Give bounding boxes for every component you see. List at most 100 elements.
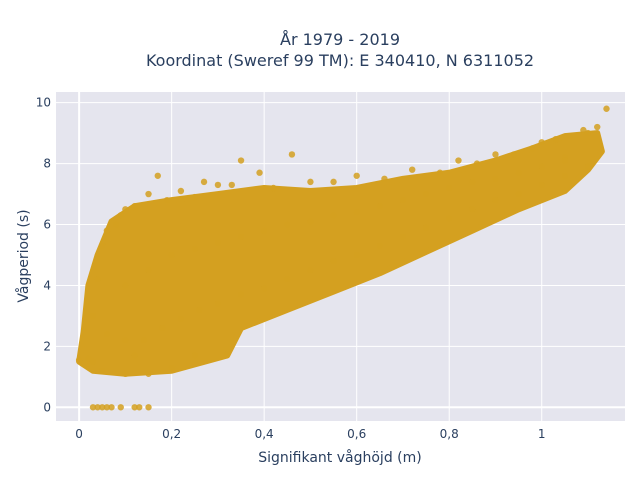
- data-point: [228, 181, 235, 189]
- data-point: [510, 151, 518, 158]
- data-point: [330, 178, 337, 186]
- data-point: [214, 239, 222, 246]
- data-point: [353, 172, 360, 179]
- data-point: [89, 404, 97, 411]
- data-point: [89, 312, 97, 320]
- data-point: [446, 184, 453, 192]
- x-tick-label: 0,2: [162, 427, 181, 441]
- data-point: [117, 212, 124, 219]
- data-point: [223, 350, 231, 358]
- y-tick-label: 6: [43, 218, 51, 232]
- data-point: [145, 370, 152, 377]
- data-point: [191, 352, 198, 359]
- data-points: [75, 105, 610, 411]
- point-cloud: [76, 130, 605, 377]
- data-point: [177, 315, 185, 323]
- data-point: [538, 181, 545, 189]
- chart-title-line2: Koordinat (Sweref 99 TM): E 340410, N 63…: [146, 51, 534, 70]
- data-point: [237, 157, 245, 164]
- data-point: [256, 169, 263, 176]
- data-point: [168, 251, 175, 259]
- data-point: [473, 160, 481, 167]
- data-point: [122, 337, 129, 344]
- data-point: [260, 227, 268, 234]
- data-point: [603, 105, 610, 112]
- data-point: [515, 169, 522, 176]
- data-point: [422, 224, 430, 231]
- data-point: [515, 190, 522, 198]
- data-point: [376, 242, 384, 250]
- y-tick-label: 8: [43, 157, 51, 171]
- data-point: [284, 221, 291, 228]
- data-point: [145, 267, 152, 274]
- data-point: [455, 157, 462, 164]
- x-tick-labels: 0 0,2 0,4 0,6 0,8 1: [75, 427, 545, 441]
- y-tick-label: 10: [36, 96, 51, 110]
- data-point: [99, 242, 106, 250]
- data-point: [307, 178, 314, 186]
- data-point: [469, 178, 476, 186]
- x-tick-label: 0: [75, 427, 83, 441]
- data-point: [145, 190, 152, 198]
- data-point: [330, 212, 337, 219]
- data-point: [237, 291, 245, 298]
- x-tick-label: 0,6: [347, 427, 366, 441]
- data-point: [492, 151, 499, 158]
- data-point: [492, 175, 499, 183]
- data-point: [140, 337, 148, 344]
- data-point: [103, 404, 111, 411]
- data-point: [163, 196, 171, 204]
- data-point: [131, 352, 138, 359]
- data-point: [168, 364, 175, 371]
- data-point: [260, 285, 268, 292]
- data-point: [122, 282, 129, 289]
- data-point: [103, 330, 111, 338]
- data-point: [108, 404, 115, 411]
- data-point: [353, 251, 360, 259]
- data-point: [75, 356, 83, 364]
- data-point: [154, 172, 161, 179]
- data-point: [561, 172, 569, 179]
- x-tick-label: 1: [538, 427, 546, 441]
- data-point: [145, 404, 152, 411]
- y-tick-label: 0: [43, 400, 51, 414]
- data-point: [538, 163, 545, 170]
- y-axis-title: Vågperiod (s): [15, 209, 32, 302]
- data-point: [307, 267, 314, 274]
- data-point: [122, 206, 129, 213]
- x-tick-label: 0,4: [255, 427, 274, 441]
- data-point: [112, 221, 120, 228]
- data-point: [159, 324, 166, 332]
- data-point: [529, 145, 536, 152]
- y-tick-labels: 0 2 4 6 8 10: [36, 96, 51, 415]
- data-point: [469, 206, 476, 213]
- data-point: [538, 139, 545, 146]
- data-point: [237, 233, 245, 240]
- data-point: [284, 276, 291, 283]
- data-point: [85, 355, 92, 362]
- data-point: [177, 187, 185, 195]
- data-point: [89, 358, 97, 365]
- data-point: [561, 157, 569, 164]
- data-point: [492, 196, 499, 204]
- data-point: [566, 132, 573, 140]
- chart-title-line1: År 1979 - 2019: [280, 30, 400, 49]
- x-tick-label: 0,8: [440, 427, 459, 441]
- data-point: [409, 166, 416, 173]
- data-point: [436, 169, 444, 176]
- data-point: [117, 404, 124, 411]
- data-point: [330, 257, 337, 265]
- data-point: [399, 196, 407, 204]
- data-point: [584, 163, 592, 170]
- data-point: [214, 300, 222, 307]
- data-point: [381, 175, 388, 183]
- data-point: [422, 190, 430, 198]
- data-point: [99, 404, 106, 411]
- data-point: [200, 178, 208, 186]
- data-point: [131, 404, 138, 411]
- y-tick-label: 4: [43, 278, 51, 292]
- data-point: [131, 203, 138, 210]
- data-point: [136, 404, 143, 411]
- data-point: [580, 126, 587, 134]
